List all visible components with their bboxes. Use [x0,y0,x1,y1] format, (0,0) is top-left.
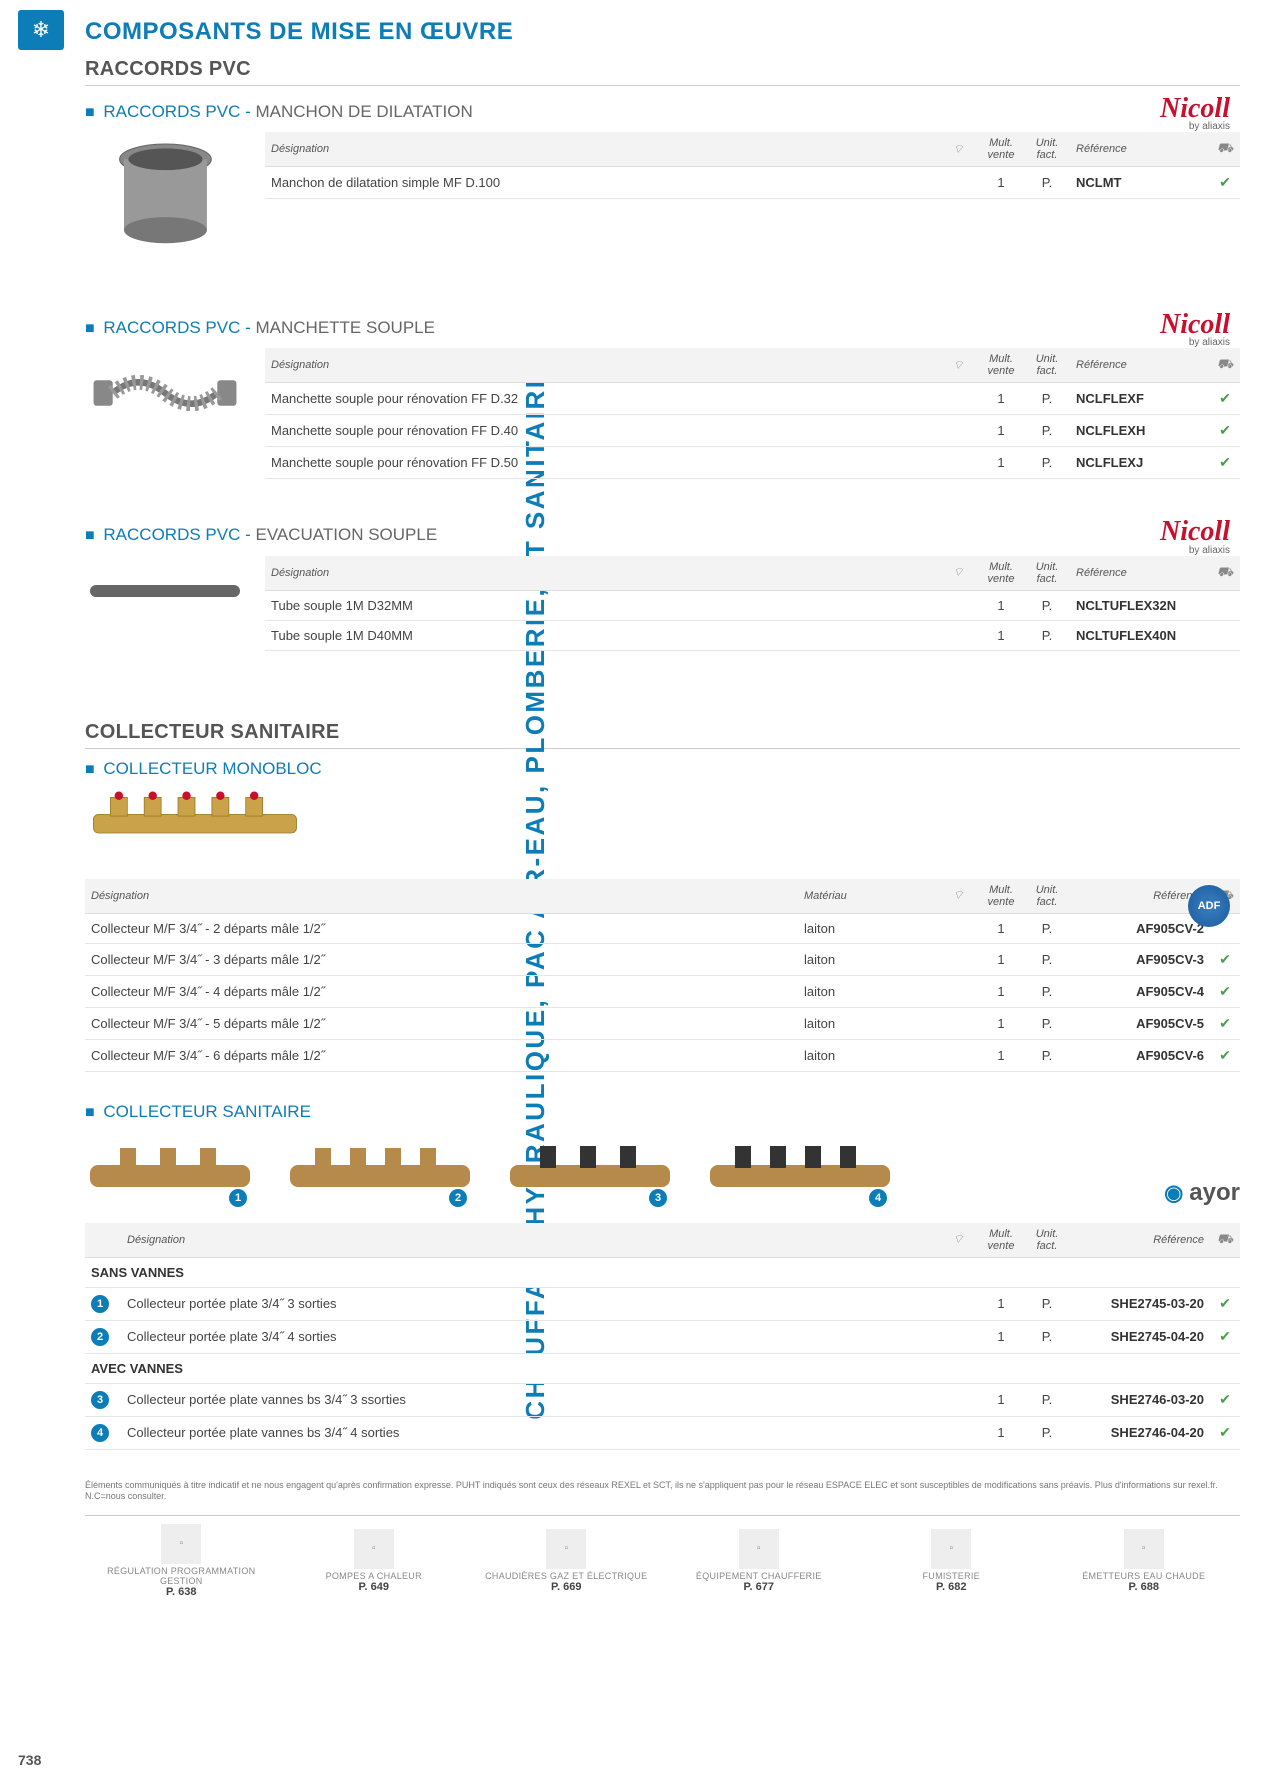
collecteur-images: 1 2 3 4 [85,1140,895,1203]
tbody-sub4: Collecteur M/F 3/4˝ - 2 départs mâle 1/2… [85,913,1240,1071]
footer-item[interactable]: ▫ FUMISTERIEP. 682 [855,1529,1048,1593]
tbody-sub1: Manchon de dilatation simple MF D.1001P.… [265,167,1240,199]
table-sub4: Désignation Matériau ⌔ Mult. vente Unit.… [85,879,1240,1072]
footer-item[interactable]: ▫ ÉQUIPEMENT CHAUFFERIEP. 677 [663,1529,856,1593]
adf-badge: ADF [1188,885,1230,927]
block-collecteur-sanitaire: ■ COLLECTEUR SANITAIRE 1 2 3 4 ◉ayor Dés… [85,1102,1240,1450]
table-sub5: Désignation ⌔ Mult. vente Unit. fact. Ré… [85,1223,1240,1450]
category-icon: ❄ [18,10,64,50]
block-manchon-dilatation: ■ RACCORDS PVC - MANCHON DE DILATATION N… [85,96,1240,252]
tbody-sub5: SANS VANNES 1 Collecteur portée plate 3/… [85,1257,1240,1449]
brand-nicoll: Nicoll by aliaxis [1160,96,1230,132]
sub-title-3: ■ RACCORDS PVC - EVACUATION SOUPLE [85,525,437,545]
table-row: Collecteur M/F 3/4˝ - 4 départs mâle 1/2… [85,975,1240,1007]
footer-item[interactable]: ▫ ÉMETTEURS EAU CHAUDEP. 688 [1048,1529,1241,1593]
group-header: SANS VANNES [85,1257,1240,1287]
section-collecteur-title: COLLECTEUR SANITAIRE [85,721,1240,749]
th-wifi: ⌔ [938,132,978,167]
table-row: Manchette souple pour rénovation FF D.32… [265,383,1240,415]
footer-icon: ▫ [739,1529,779,1569]
table-row: Manchette souple pour rénovation FF D.50… [265,447,1240,479]
table-row: 1 Collecteur portée plate 3/4˝ 3 sorties… [85,1287,1240,1320]
block-manchette-souple: ■ RACCORDS PVC - MANCHETTE SOUPLE Nicoll… [85,312,1240,479]
footer-item[interactable]: ▫ CHAUDIÈRES GAZ ET ÉLECTRIQUEP. 669 [470,1529,663,1593]
product-image-monobloc [85,789,305,869]
table-sub1: Désignation ⌔ Mult. vente Unit. fact. Ré… [265,132,1240,199]
table-row: Collecteur M/F 3/4˝ - 5 départs mâle 1/2… [85,1007,1240,1039]
footer-item[interactable]: ▫ RÉGULATION PROGRAMMATION GESTIONP. 638 [85,1524,278,1598]
th-stock: ⛟ [1210,132,1240,167]
table-row: 2 Collecteur portée plate 3/4˝ 4 sorties… [85,1320,1240,1353]
page-number: 738 [18,1752,41,1768]
footer-icon: ▫ [161,1524,201,1564]
th-designation: Désignation [265,132,938,167]
table-row: Manchette souple pour rénovation FF D.40… [265,415,1240,447]
disclaimer: Éléments communiqués à titre indicatif e… [85,1480,1240,1503]
th-ref: Référence [1070,132,1210,167]
th-mult: Mult. vente [978,132,1024,167]
section-raccords-title: RACCORDS PVC [85,58,1240,86]
table-row: Collecteur M/F 3/4˝ - 2 départs mâle 1/2… [85,913,1240,943]
table-row: 4 Collecteur portée plate vannes bs 3/4˝… [85,1416,1240,1449]
table-row: 3 Collecteur portée plate vannes bs 3/4˝… [85,1383,1240,1416]
table-sub3: Désignation ⌔ Mult. vente Unit. fact. Ré… [265,556,1240,651]
table-row: Manchon de dilatation simple MF D.1001P.… [265,167,1240,199]
footer-icon: ▫ [1124,1529,1164,1569]
table-row: Tube souple 1M D32MM1P. NCLTUFLEX32N [265,590,1240,620]
product-image-tube [85,556,245,626]
block-evacuation-souple: ■ RACCORDS PVC - EVACUATION SOUPLE Nicol… [85,519,1240,650]
brand-nicoll-3: Nicoll by aliaxis [1160,519,1230,555]
block-collecteur-monobloc: ■ COLLECTEUR MONOBLOC ADF Désignation Ma… [85,759,1240,1072]
footer-nav: ▫ RÉGULATION PROGRAMMATION GESTIONP. 638… [85,1515,1240,1598]
sub-title-4: ■ COLLECTEUR MONOBLOC [85,759,1240,779]
footer-icon: ▫ [931,1529,971,1569]
brand-ayor: ◉ayor [1164,1179,1240,1207]
th-unit: Unit. fact. [1024,132,1070,167]
table-sub2: Désignation ⌔ Mult. vente Unit. fact. Ré… [265,348,1240,479]
sub-title-1: ■ RACCORDS PVC - MANCHON DE DILATATION [85,102,473,122]
footer-icon: ▫ [354,1529,394,1569]
footer-icon: ▫ [546,1529,586,1569]
footer-item[interactable]: ▫ POMPES A CHALEURP. 649 [278,1529,471,1593]
product-image-manchon [85,132,245,252]
table-row: Collecteur M/F 3/4˝ - 6 départs mâle 1/2… [85,1039,1240,1071]
group-header: AVEC VANNES [85,1353,1240,1383]
table-row: Tube souple 1M D40MM1P. NCLTUFLEX40N [265,620,1240,650]
sub-title-5: ■ COLLECTEUR SANITAIRE [85,1102,1240,1122]
page-title: COMPOSANTS DE MISE EN ŒUVRE [85,18,1240,46]
tbody-sub2: Manchette souple pour rénovation FF D.32… [265,383,1240,479]
tbody-sub3: Tube souple 1M D32MM1P. NCLTUFLEX32N Tub… [265,590,1240,650]
brand-nicoll-2: Nicoll by aliaxis [1160,312,1230,348]
product-image-manchette [85,348,245,438]
table-row: Collecteur M/F 3/4˝ - 3 départs mâle 1/2… [85,943,1240,975]
sub-title-2: ■ RACCORDS PVC - MANCHETTE SOUPLE [85,318,435,338]
